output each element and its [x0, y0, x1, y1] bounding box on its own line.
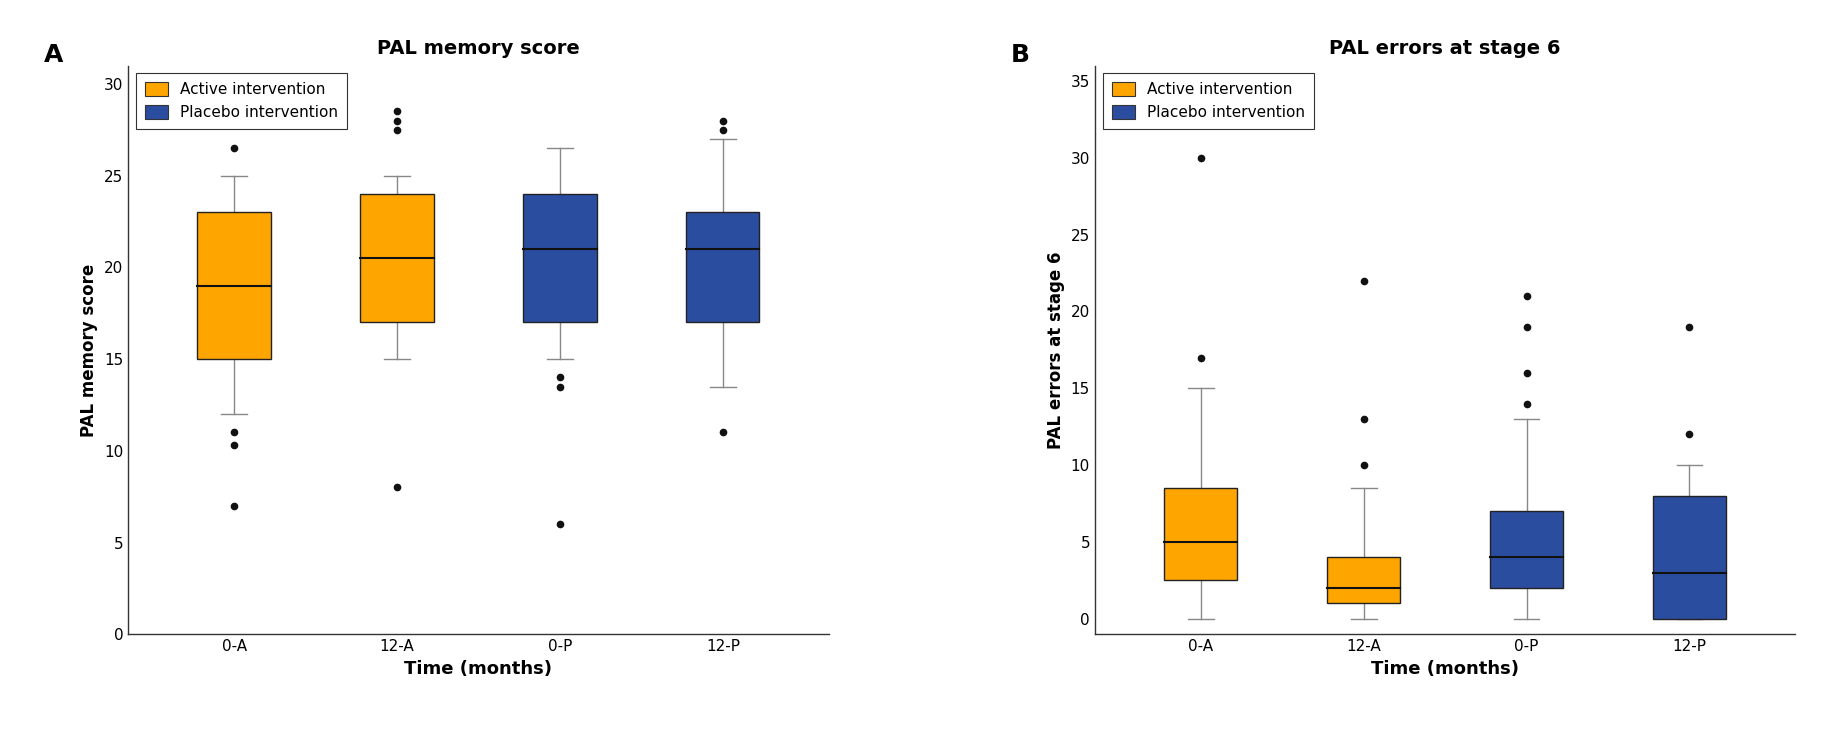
- Bar: [1489, 511, 1563, 588]
- Bar: [1652, 496, 1726, 619]
- Legend: Active intervention, Placebo intervention: Active intervention, Placebo interventio…: [136, 73, 348, 129]
- Title: PAL memory score: PAL memory score: [377, 39, 581, 58]
- Bar: [198, 212, 271, 359]
- Y-axis label: PAL errors at stage 6: PAL errors at stage 6: [1048, 252, 1064, 448]
- Bar: [1163, 488, 1237, 580]
- X-axis label: Time (months): Time (months): [405, 660, 553, 678]
- Title: PAL errors at stage 6: PAL errors at stage 6: [1330, 39, 1561, 58]
- Text: B: B: [1011, 43, 1030, 67]
- X-axis label: Time (months): Time (months): [1370, 660, 1519, 678]
- Y-axis label: PAL memory score: PAL memory score: [81, 263, 99, 437]
- Legend: Active intervention, Placebo intervention: Active intervention, Placebo interventio…: [1103, 73, 1314, 129]
- Bar: [361, 194, 434, 322]
- Bar: [1326, 558, 1400, 604]
- Bar: [524, 194, 597, 322]
- Bar: [687, 212, 760, 322]
- Text: A: A: [44, 43, 64, 67]
